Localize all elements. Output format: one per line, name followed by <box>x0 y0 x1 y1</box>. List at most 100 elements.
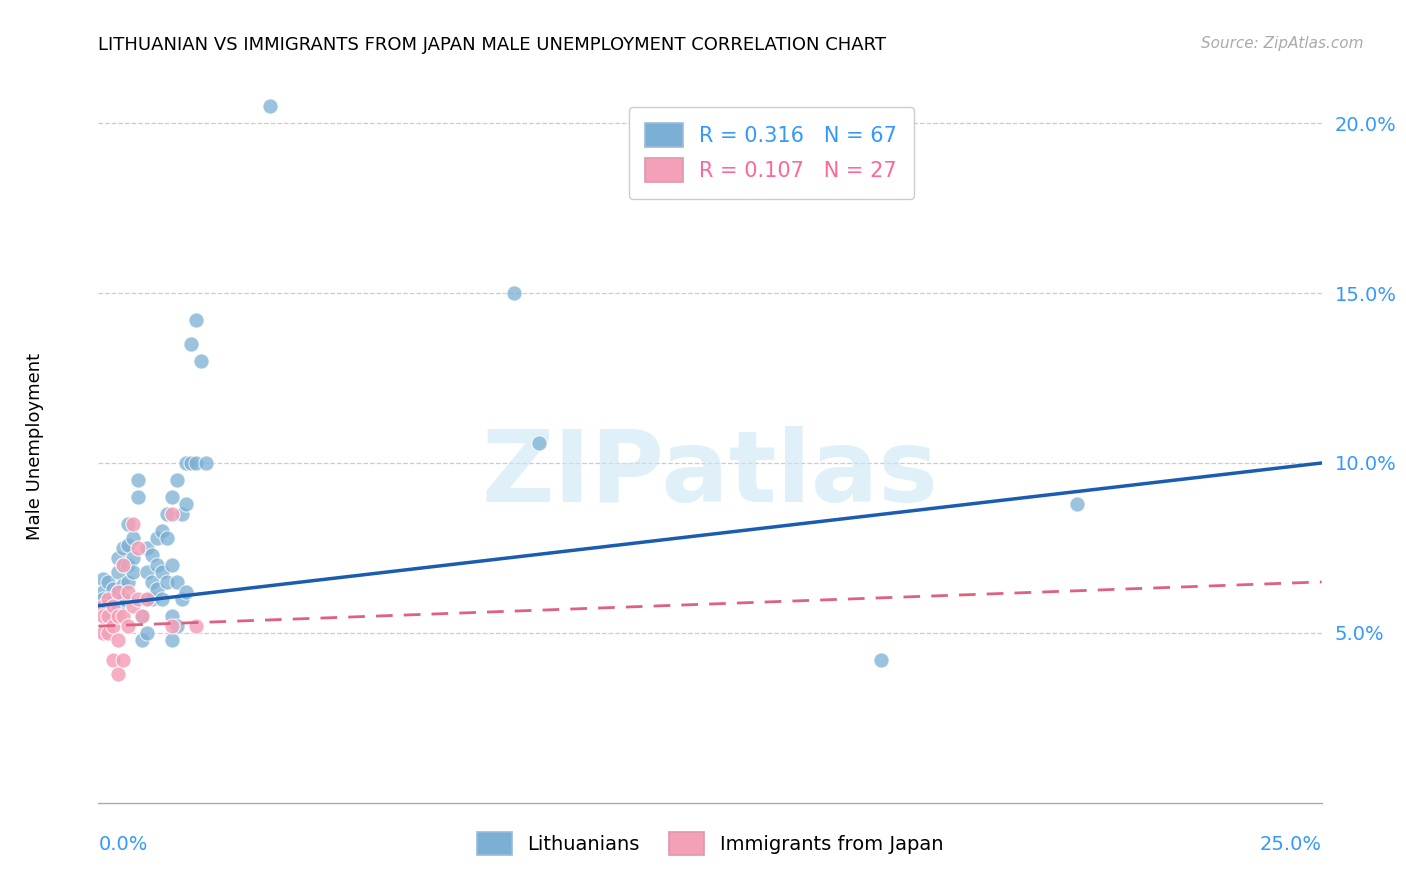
Point <box>160 632 183 647</box>
Point <box>91 599 114 613</box>
Point <box>527 435 550 450</box>
Point <box>121 517 143 532</box>
Point <box>111 591 134 606</box>
Point <box>176 585 198 599</box>
Point <box>156 507 179 521</box>
Point <box>141 574 163 589</box>
Point <box>117 537 139 551</box>
Point <box>101 582 124 596</box>
Point <box>190 354 212 368</box>
Legend: Lithuanians, Immigrants from Japan: Lithuanians, Immigrants from Japan <box>467 822 953 864</box>
Point <box>160 608 183 623</box>
Point <box>131 608 153 623</box>
Point <box>107 585 129 599</box>
Point <box>870 653 893 667</box>
Point <box>146 558 169 572</box>
Point <box>146 531 169 545</box>
Point <box>160 558 183 572</box>
Point <box>160 490 183 504</box>
Point <box>186 313 208 327</box>
Point <box>156 531 179 545</box>
Point <box>91 608 114 623</box>
Point <box>117 517 139 532</box>
Point <box>107 599 129 613</box>
Point <box>111 558 134 572</box>
Text: 0.0%: 0.0% <box>98 835 148 854</box>
Point <box>160 619 183 633</box>
Point <box>111 653 134 667</box>
Point <box>107 666 129 681</box>
Point <box>97 599 120 613</box>
Text: ZIPatlas: ZIPatlas <box>482 426 938 523</box>
Point <box>166 574 188 589</box>
Point <box>111 608 134 623</box>
Point <box>136 541 159 555</box>
Point <box>101 606 124 620</box>
Point <box>136 591 159 606</box>
Point <box>195 456 218 470</box>
Point <box>259 99 281 113</box>
Point <box>107 585 129 599</box>
Point <box>127 490 149 504</box>
Point <box>166 473 188 487</box>
Point <box>91 585 114 599</box>
Point <box>156 574 179 589</box>
Point <box>150 565 173 579</box>
Point <box>97 608 120 623</box>
Point <box>111 541 134 555</box>
Point <box>107 565 129 579</box>
Point <box>170 591 193 606</box>
Point <box>186 456 208 470</box>
Point <box>127 473 149 487</box>
Point <box>180 337 202 351</box>
Point <box>91 591 114 606</box>
Point <box>97 574 120 589</box>
Point <box>150 524 173 538</box>
Text: Source: ZipAtlas.com: Source: ZipAtlas.com <box>1201 36 1364 51</box>
Point <box>111 558 134 572</box>
Point <box>107 632 129 647</box>
Point <box>176 456 198 470</box>
Point <box>136 565 159 579</box>
Point <box>166 619 188 633</box>
Point <box>170 507 193 521</box>
Point <box>97 626 120 640</box>
Point <box>117 558 139 572</box>
Point <box>176 497 198 511</box>
Text: Male Unemployment: Male Unemployment <box>27 352 44 540</box>
Point <box>127 541 149 555</box>
Point <box>131 608 153 623</box>
Point <box>127 591 149 606</box>
Point <box>180 456 202 470</box>
Point <box>107 608 129 623</box>
Point <box>91 572 114 586</box>
Point <box>121 531 143 545</box>
Point <box>146 582 169 596</box>
Point <box>91 626 114 640</box>
Point <box>101 599 124 613</box>
Point <box>121 565 143 579</box>
Point <box>186 619 208 633</box>
Point <box>101 591 124 606</box>
Point <box>101 653 124 667</box>
Point <box>101 619 124 633</box>
Point <box>1066 497 1088 511</box>
Point <box>503 286 526 301</box>
Point <box>150 591 173 606</box>
Point <box>97 591 120 606</box>
Point <box>101 599 124 613</box>
Point <box>117 574 139 589</box>
Point <box>136 626 159 640</box>
Point <box>121 551 143 566</box>
Point <box>121 599 143 613</box>
Point <box>141 591 163 606</box>
Point <box>117 585 139 599</box>
Point <box>136 591 159 606</box>
Point <box>131 632 153 647</box>
Point <box>117 619 139 633</box>
Point <box>107 551 129 566</box>
Text: 25.0%: 25.0% <box>1260 835 1322 854</box>
Point <box>160 507 183 521</box>
Point <box>141 548 163 562</box>
Text: LITHUANIAN VS IMMIGRANTS FROM JAPAN MALE UNEMPLOYMENT CORRELATION CHART: LITHUANIAN VS IMMIGRANTS FROM JAPAN MALE… <box>98 36 886 54</box>
